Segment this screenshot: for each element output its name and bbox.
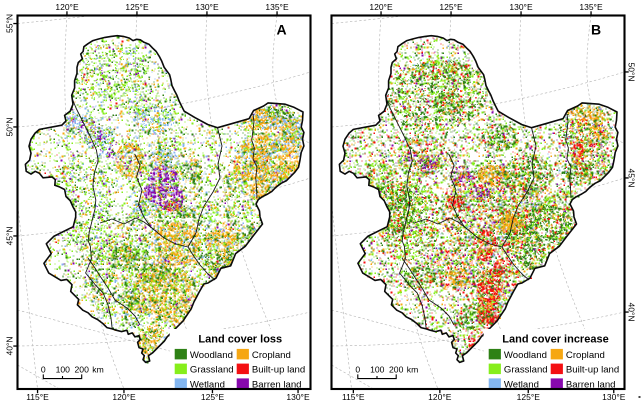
svg-text:Grassland: Grassland [504, 365, 548, 376]
svg-text:130°E: 130°E [286, 392, 310, 402]
svg-text:Land cover increase: Land cover increase [502, 333, 608, 345]
svg-text:Wetland: Wetland [190, 379, 225, 390]
svg-text:125°E: 125°E [517, 392, 541, 402]
svg-text:A: A [277, 22, 287, 38]
svg-text:120°E: 120°E [369, 2, 393, 12]
svg-text:Woodland: Woodland [504, 350, 547, 361]
svg-text:115°E: 115°E [342, 392, 365, 402]
svg-text:40°N: 40°N [627, 303, 637, 322]
svg-text:Cropland: Cropland [252, 350, 291, 361]
svg-text:50°N: 50°N [5, 118, 15, 137]
svg-text:100: 100 [56, 365, 71, 375]
svg-text:120°E: 120°E [428, 392, 452, 402]
svg-text:200: 200 [389, 365, 404, 375]
svg-text:Built-up land: Built-up land [252, 365, 305, 376]
svg-text:Land cover loss: Land cover loss [198, 333, 282, 345]
svg-text:115°E: 115°E [26, 392, 49, 402]
svg-text:Grassland: Grassland [190, 365, 234, 376]
svg-text:Cropland: Cropland [566, 350, 605, 361]
svg-text:Wetland: Wetland [504, 379, 539, 390]
svg-text:135°E: 135°E [265, 2, 289, 12]
svg-text:125°E: 125°E [125, 2, 149, 12]
svg-text:130°E: 130°E [602, 392, 626, 402]
svg-text:km: km [92, 365, 103, 375]
svg-text:55°N: 55°N [5, 14, 15, 33]
svg-text:0: 0 [41, 365, 46, 375]
svg-text:120°E: 120°E [112, 392, 136, 402]
svg-text:Barren land: Barren land [252, 379, 302, 390]
svg-text:120°E: 120°E [55, 2, 79, 12]
svg-text:km: km [407, 365, 418, 375]
svg-text:130°E: 130°E [509, 2, 533, 12]
svg-text:40°N: 40°N [5, 337, 15, 356]
svg-text:45°N: 45°N [627, 169, 637, 188]
svg-text:0: 0 [355, 365, 360, 375]
svg-text:Built-up land: Built-up land [566, 365, 619, 376]
svg-text:Barren land: Barren land [566, 379, 616, 390]
svg-text:Woodland: Woodland [190, 350, 233, 361]
svg-text:45°N: 45°N [5, 227, 15, 246]
svg-text:100: 100 [370, 365, 385, 375]
svg-text:50°N: 50°N [627, 63, 637, 82]
svg-text:125°E: 125°E [439, 2, 463, 12]
svg-text:B: B [591, 22, 601, 38]
svg-text:200: 200 [75, 365, 90, 375]
svg-text:130°E: 130°E [195, 2, 219, 12]
svg-text:135°E: 135°E [579, 2, 603, 12]
svg-text:125°E: 125°E [201, 392, 225, 402]
